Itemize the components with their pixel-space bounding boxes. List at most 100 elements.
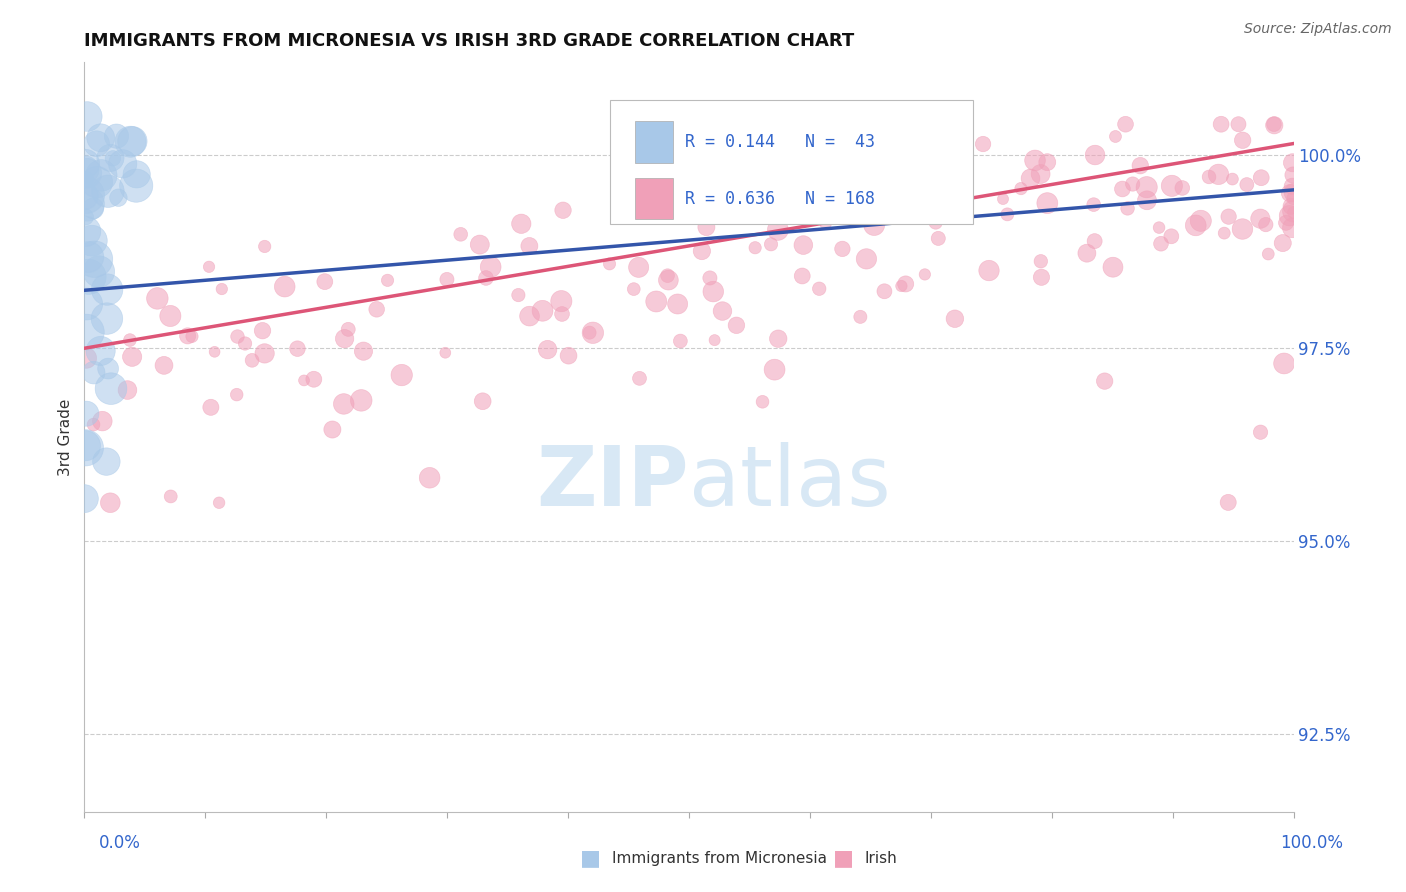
Point bbox=[233, 336, 256, 351]
Point bbox=[855, 252, 877, 266]
Point bbox=[873, 285, 896, 299]
Point bbox=[1189, 214, 1212, 228]
Point bbox=[90, 169, 112, 183]
Point bbox=[1102, 260, 1125, 275]
Point bbox=[1036, 196, 1059, 211]
Point bbox=[253, 346, 276, 360]
Point bbox=[550, 294, 572, 309]
Point bbox=[1116, 202, 1139, 216]
Point bbox=[97, 361, 120, 376]
Point bbox=[789, 204, 811, 219]
Point bbox=[778, 199, 800, 213]
Point bbox=[1271, 236, 1294, 251]
Point bbox=[894, 277, 917, 291]
Point bbox=[1198, 169, 1220, 184]
Point bbox=[121, 350, 143, 364]
Point bbox=[1150, 236, 1173, 251]
Text: IMMIGRANTS FROM MICRONESIA VS IRISH 3RD GRADE CORRELATION CHART: IMMIGRANTS FROM MICRONESIA VS IRISH 3RD … bbox=[84, 32, 855, 50]
Point bbox=[768, 332, 790, 346]
Point bbox=[321, 423, 343, 437]
Point bbox=[1250, 425, 1272, 440]
Point bbox=[105, 129, 128, 144]
Point bbox=[703, 333, 725, 347]
Point bbox=[479, 260, 502, 274]
Point bbox=[695, 220, 717, 235]
Point bbox=[153, 359, 176, 373]
Point bbox=[75, 172, 97, 186]
Point bbox=[1136, 180, 1159, 194]
Point bbox=[77, 269, 100, 284]
Point bbox=[1257, 247, 1279, 261]
Point bbox=[121, 134, 143, 148]
Point bbox=[725, 318, 748, 333]
Text: ■: ■ bbox=[581, 848, 600, 868]
Point bbox=[120, 135, 142, 149]
Point bbox=[82, 202, 104, 216]
Point bbox=[1272, 356, 1295, 370]
Point bbox=[1281, 155, 1303, 169]
Point bbox=[1222, 172, 1244, 186]
Point bbox=[578, 326, 600, 340]
Point bbox=[287, 342, 309, 356]
Point bbox=[97, 184, 120, 198]
Point bbox=[76, 297, 98, 311]
Point bbox=[627, 260, 650, 275]
Point bbox=[125, 178, 148, 193]
Point bbox=[1083, 197, 1105, 211]
Point bbox=[204, 344, 226, 359]
Point bbox=[699, 271, 721, 285]
Text: 0.0%: 0.0% bbox=[98, 834, 141, 852]
Point bbox=[436, 272, 458, 286]
Point bbox=[1094, 374, 1116, 388]
Point bbox=[1263, 117, 1285, 131]
Point bbox=[1279, 199, 1302, 213]
Point bbox=[75, 224, 97, 238]
Point bbox=[1232, 222, 1254, 236]
Point bbox=[690, 244, 713, 258]
Point bbox=[551, 203, 574, 218]
Point bbox=[808, 282, 831, 296]
Point bbox=[928, 145, 950, 160]
Point bbox=[977, 263, 1000, 277]
Point bbox=[75, 210, 97, 224]
Point bbox=[292, 373, 315, 387]
Point bbox=[83, 366, 105, 380]
Point bbox=[1250, 170, 1272, 185]
Point bbox=[890, 279, 912, 293]
Point bbox=[198, 260, 221, 274]
Text: 100.0%: 100.0% bbox=[1279, 834, 1343, 852]
Point bbox=[751, 394, 773, 409]
Point bbox=[1031, 270, 1053, 285]
Point bbox=[914, 268, 936, 282]
Point bbox=[849, 310, 872, 324]
Point bbox=[943, 311, 966, 326]
Text: ZIP: ZIP bbox=[537, 442, 689, 523]
Point bbox=[76, 197, 98, 211]
Point bbox=[519, 239, 541, 253]
Point bbox=[274, 279, 297, 293]
Point bbox=[314, 275, 336, 289]
Point bbox=[101, 152, 124, 166]
Point bbox=[96, 311, 118, 326]
Point bbox=[557, 349, 579, 363]
Point bbox=[1104, 129, 1126, 144]
Point bbox=[146, 292, 169, 306]
Point bbox=[1160, 178, 1182, 193]
Point bbox=[302, 372, 325, 386]
Point bbox=[475, 271, 498, 285]
Point bbox=[657, 268, 679, 283]
Point bbox=[1084, 148, 1107, 162]
Point bbox=[551, 307, 574, 321]
Point bbox=[332, 397, 354, 411]
Bar bbox=[634, 178, 673, 219]
Point bbox=[75, 162, 97, 177]
Point bbox=[1160, 229, 1182, 244]
Point bbox=[73, 189, 96, 203]
Point bbox=[1029, 254, 1052, 268]
Point bbox=[434, 345, 457, 359]
Point bbox=[628, 371, 651, 385]
Point bbox=[1115, 117, 1137, 131]
Point bbox=[1249, 211, 1271, 226]
Point bbox=[76, 110, 98, 124]
Point bbox=[240, 353, 263, 368]
